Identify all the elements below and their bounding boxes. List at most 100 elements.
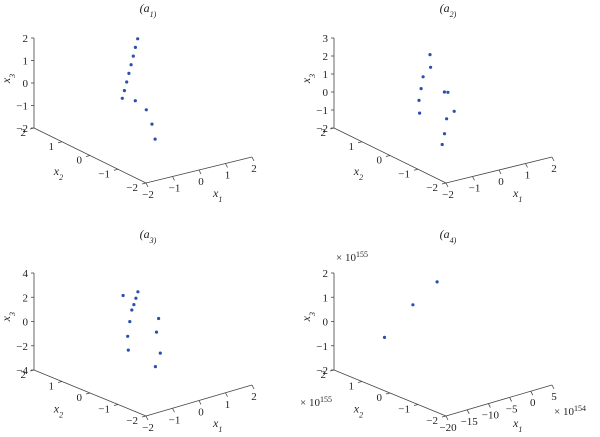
x-tick-label: −1 <box>169 414 181 426</box>
x-tick-mark <box>445 182 449 188</box>
y-tick-label: 2 <box>21 369 27 381</box>
data-point <box>136 37 140 41</box>
y-tick-mark <box>385 392 391 395</box>
x-tick-label: −15 <box>461 416 479 428</box>
x-tick-label: 1 <box>525 170 531 182</box>
x-tick-mark <box>225 392 228 397</box>
y-tick-label: −1 <box>98 168 110 180</box>
y-axis-label: x2 <box>353 164 363 182</box>
data-point <box>122 89 126 93</box>
z-tick-label: −1 <box>316 341 328 353</box>
z-tick-label: −1 <box>16 101 28 113</box>
data-point <box>126 348 130 352</box>
x-tick-mark <box>251 156 255 162</box>
z-axis-label: x3 <box>299 312 317 322</box>
z-tick-label: −4 <box>16 365 28 377</box>
data-point <box>132 303 136 307</box>
y-tick-label: 0 <box>377 155 383 167</box>
x-tick-label: −20 <box>439 422 457 434</box>
z-tick-label: 4 <box>23 268 29 280</box>
point-cloud <box>120 37 157 141</box>
data-point <box>130 308 134 312</box>
y-tick-label: 1 <box>49 381 55 393</box>
x-axis-label: x1 <box>512 416 522 434</box>
y-tick-label: 2 <box>321 127 327 139</box>
y-tick-mark <box>141 182 147 185</box>
data-point <box>419 87 423 91</box>
y-tick-mark <box>413 168 419 171</box>
y-tick-mark <box>357 381 363 383</box>
subplot-title: (a1) <box>140 1 157 19</box>
x-tick-label: −10 <box>482 410 500 422</box>
y-tick-mark <box>441 182 447 185</box>
x-tick-label: 1 <box>225 399 231 411</box>
data-point <box>157 316 161 321</box>
x-tick-label: 2 <box>251 391 257 403</box>
z-tick-label: −2 <box>316 123 328 135</box>
y-tick-mark <box>113 168 119 171</box>
x-tick-mark <box>145 182 149 188</box>
y-tick-mark <box>385 155 391 157</box>
y-tick-mark <box>357 141 363 144</box>
data-point <box>133 99 137 103</box>
subplot-title: (a2) <box>440 1 457 19</box>
z-tick-label: −1 <box>316 105 328 117</box>
y-tick-label: 1 <box>349 381 355 393</box>
y-tick-label: −2 <box>126 182 138 194</box>
data-point <box>440 142 444 147</box>
y-tick-mark <box>413 404 419 406</box>
data-point <box>134 296 138 300</box>
y-tick-label: −1 <box>398 168 410 180</box>
z-tick-label: −2 <box>16 123 28 135</box>
y-axis-label: x2 <box>53 402 63 420</box>
data-point <box>154 330 159 334</box>
x-tick-mark <box>525 163 528 168</box>
z-tick-label: 0 <box>23 78 29 90</box>
z-tick-label: 0 <box>323 87 329 99</box>
x-tick-mark <box>172 408 175 413</box>
y-tick-label: −1 <box>398 404 410 416</box>
x-tick-mark <box>509 397 512 402</box>
x-multiplier: × 10154 <box>554 404 586 419</box>
x-tick-label: 0 <box>198 407 204 419</box>
y-axis-label: x2 <box>53 164 63 182</box>
y-tick-mark <box>85 392 91 395</box>
x-tick-mark <box>198 169 202 175</box>
subplot-a2: (a2) −2 −1 0 1 2 x1 −2 −1 0 1 2 x2 −2 −1 0 1 2 3 x3 <box>299 1 557 203</box>
x-axis-label: x1 <box>212 186 222 204</box>
z-multiplier: × 10155 <box>336 250 368 265</box>
z-axis-label: x3 <box>0 312 17 322</box>
data-point <box>120 96 124 100</box>
y-multiplier: × 10155 <box>300 395 332 410</box>
z-tick-label: 2 <box>23 292 29 304</box>
data-point <box>127 71 131 75</box>
y-axis-label: x2 <box>353 402 363 420</box>
x-tick-label: −5 <box>506 403 518 415</box>
data-point <box>445 117 449 121</box>
x-tick-label: 0 <box>530 397 536 409</box>
y-tick-label: 1 <box>349 141 355 153</box>
data-point <box>131 54 135 58</box>
subplot-title: (a3) <box>140 227 157 245</box>
y-tick-mark <box>57 141 63 144</box>
data-point <box>129 63 133 67</box>
x-tick-mark <box>530 391 534 396</box>
z-tick-label: −2 <box>316 365 328 377</box>
x-tick-mark <box>198 400 202 405</box>
x-tick-mark <box>551 384 555 390</box>
data-point <box>452 109 456 113</box>
x-tick-label: 2 <box>551 163 557 175</box>
subplot-a3: (a3) −2 −1 0 1 2 x1 −2 −1 0 1 2 x2 −4 −2 0 2 4 x3 <box>0 227 257 434</box>
x-tick-label: −2 <box>442 189 454 201</box>
z-tick-label: 2 <box>23 33 29 45</box>
x-tick-mark <box>445 415 449 421</box>
data-point <box>429 65 433 69</box>
z-tick-label: 0 <box>23 317 29 329</box>
data-point <box>133 45 137 50</box>
y-tick-label: −2 <box>426 182 438 194</box>
data-point <box>421 75 425 79</box>
y-tick-label: 0 <box>377 392 383 404</box>
data-point <box>435 280 439 284</box>
y-tick-label: 0 <box>77 392 83 404</box>
